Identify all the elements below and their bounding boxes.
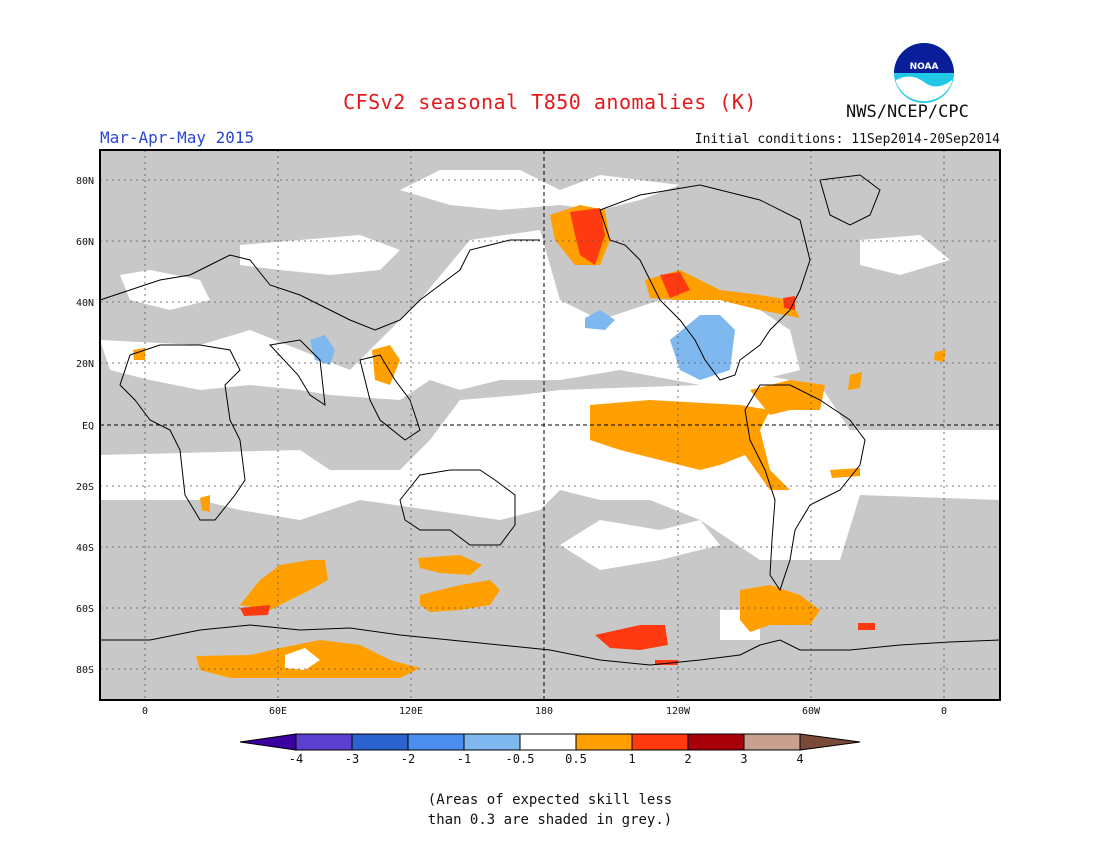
equator-dateline bbox=[100, 150, 1000, 700]
strong-positive-anomalies bbox=[240, 208, 875, 665]
lat-lon-grid bbox=[100, 150, 1000, 700]
white-regions bbox=[100, 170, 1000, 640]
lon-label: 60W bbox=[802, 706, 821, 717]
lon-label: 120E bbox=[399, 706, 423, 717]
lon-axis: 0 60E 120E 180 120W 60W 0 bbox=[142, 706, 947, 717]
lat-label: 80N bbox=[76, 176, 94, 187]
initial-conditions: Initial conditions: 11Sep2014-20Sep2014 bbox=[694, 132, 1000, 147]
colorbar-swatch bbox=[519, 733, 577, 751]
map-panel bbox=[99, 149, 1001, 701]
colorbar-swatch bbox=[743, 733, 801, 751]
colorbar-label: 3 bbox=[740, 752, 748, 766]
lat-label: 40N bbox=[76, 298, 94, 309]
lat-label: EQ bbox=[82, 421, 94, 432]
negative-anomalies bbox=[310, 310, 735, 380]
colorbar-label: 4 bbox=[796, 752, 804, 766]
noaa-logo-text: NOAA bbox=[910, 62, 939, 72]
lat-axis: 80N 60N 40N 20N EQ 20S 40S 60S 80S bbox=[76, 176, 94, 676]
colorbar-label: -2 bbox=[400, 752, 416, 766]
lon-label: 180 bbox=[535, 706, 553, 717]
colorbar-swatch bbox=[351, 733, 409, 751]
colorbar-label: -3 bbox=[344, 752, 360, 766]
lat-label: 20S bbox=[76, 482, 94, 493]
colorbar-label: -1 bbox=[456, 752, 472, 766]
colorbar-swatch bbox=[295, 733, 353, 751]
noaa-logo: NOAA bbox=[894, 43, 954, 103]
map-title: CFSv2 seasonal T850 anomalies (K) bbox=[343, 90, 757, 114]
lat-label: 20N bbox=[76, 359, 94, 370]
skill-note-line2: than 0.3 are shaded in grey.) bbox=[427, 812, 673, 828]
agency-label: NWS/NCEP/CPC bbox=[846, 102, 969, 122]
skill-note-line1: (Areas of expected skill less bbox=[427, 792, 673, 808]
coastlines bbox=[99, 174, 1001, 666]
lat-label: 80S bbox=[76, 665, 94, 676]
colorbar-label: -4 bbox=[288, 752, 304, 766]
lat-label: 60S bbox=[76, 604, 94, 615]
colorbar-swatch bbox=[687, 733, 745, 751]
colorbar-arrow-high bbox=[799, 733, 861, 751]
colorbar-swatch bbox=[575, 733, 633, 751]
colorbar-label: 1 bbox=[628, 752, 636, 766]
colorbar bbox=[239, 733, 861, 751]
colorbar-label: 0.5 bbox=[565, 752, 587, 766]
lon-label: 60E bbox=[269, 706, 287, 717]
colorbar-label: 2 bbox=[684, 752, 692, 766]
colorbar-label: -0.5 bbox=[505, 752, 535, 766]
lat-label: 40S bbox=[76, 543, 94, 554]
colorbar-swatch bbox=[407, 733, 465, 751]
lon-label: 0 bbox=[941, 706, 947, 717]
colorbar-swatch bbox=[631, 733, 689, 751]
colorbar-arrow-low bbox=[239, 733, 297, 751]
lon-label: 120W bbox=[666, 706, 691, 717]
colorbar-swatch bbox=[463, 733, 521, 751]
season-label: Mar-Apr-May 2015 bbox=[100, 128, 255, 147]
lat-label: 60N bbox=[76, 237, 94, 248]
map-frame bbox=[99, 149, 1001, 701]
lon-label: 0 bbox=[142, 706, 148, 717]
